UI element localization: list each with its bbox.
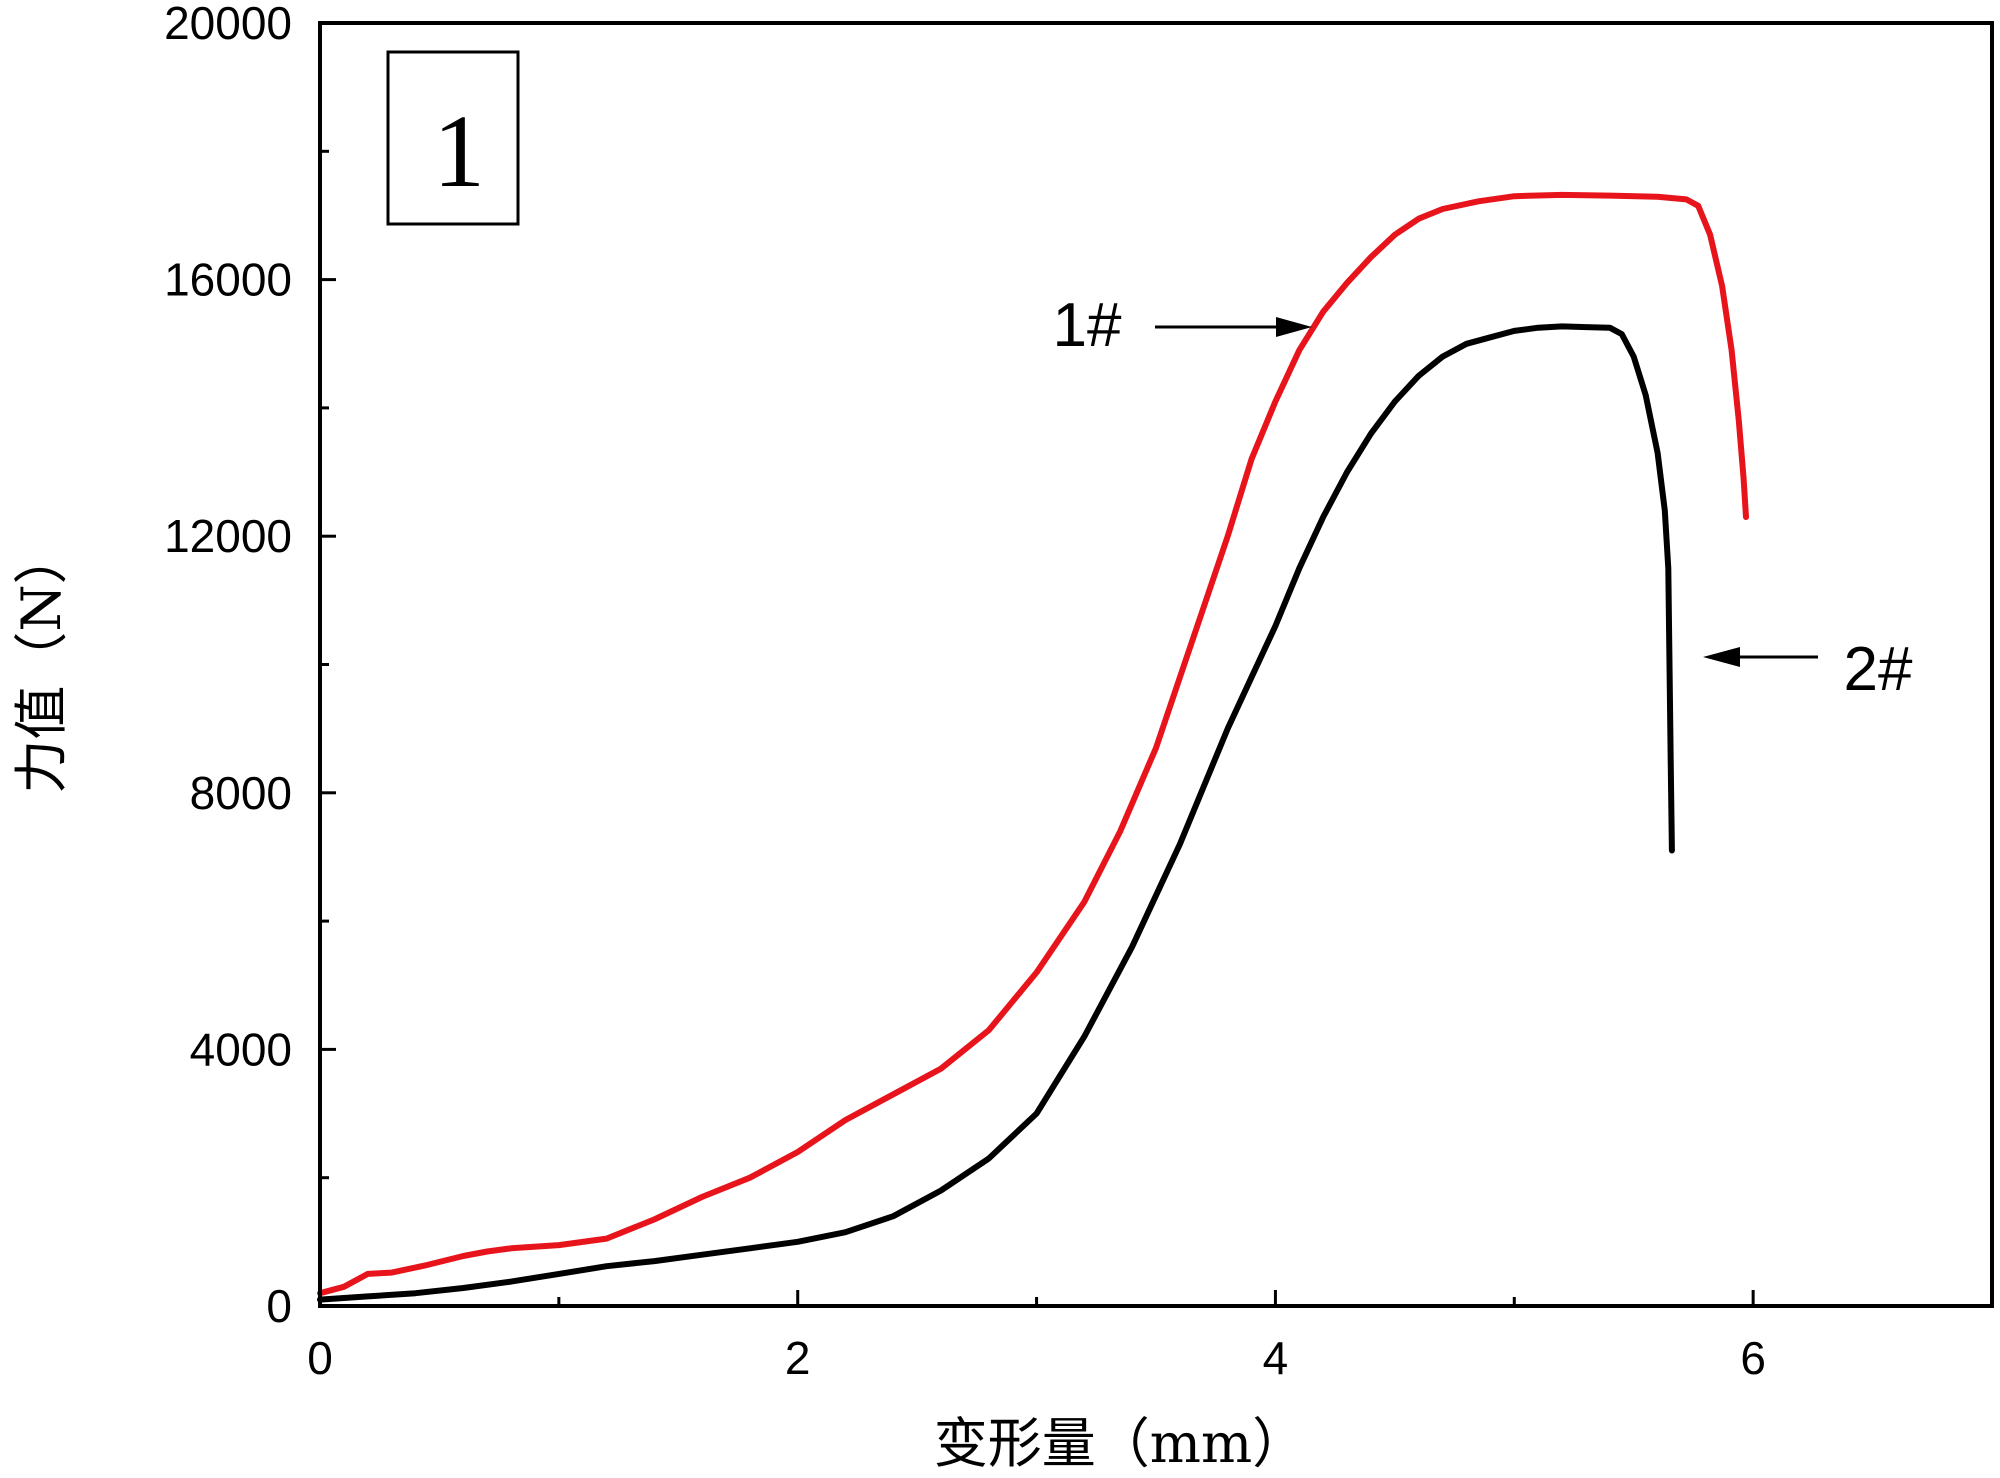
y-tick-label: 4000 xyxy=(190,1023,292,1075)
annotation-2: 2# xyxy=(1703,635,1913,704)
curves-layer xyxy=(317,191,1749,1303)
series-line-1 xyxy=(317,191,1749,1297)
x-axis-title: 变形量（mm） xyxy=(934,1412,1306,1475)
plot-frame xyxy=(318,21,1994,1308)
x-tick-label: 4 xyxy=(1263,1332,1289,1384)
y-tick-label: 16000 xyxy=(164,254,292,306)
annotation-1-label: 1# xyxy=(1053,291,1122,360)
axis-ticks: 0 2 4 6 0 4000 8000 12000 16000 20000 xyxy=(164,0,1766,1384)
panel-label-box: 1 xyxy=(386,50,520,226)
y-tick-label: 20000 xyxy=(164,0,292,49)
y-tick-label: 0 xyxy=(266,1280,292,1332)
y-tick-label: 12000 xyxy=(164,510,292,562)
x-tick-label: 6 xyxy=(1740,1332,1766,1384)
panel-label: 1 xyxy=(433,94,485,209)
y-tick-label: 8000 xyxy=(190,767,292,819)
annotation-2-arrowhead xyxy=(1703,647,1740,667)
annotation-2-label: 2# xyxy=(1844,635,1913,704)
y-axis-title: 力值（N） xyxy=(10,530,73,793)
x-tick-label: 0 xyxy=(307,1332,333,1384)
x-tick-label: 2 xyxy=(785,1332,811,1384)
annotation-1: 1# xyxy=(1053,291,1312,360)
annotation-1-arrowhead xyxy=(1276,317,1312,337)
series-line-2 xyxy=(317,323,1675,1303)
